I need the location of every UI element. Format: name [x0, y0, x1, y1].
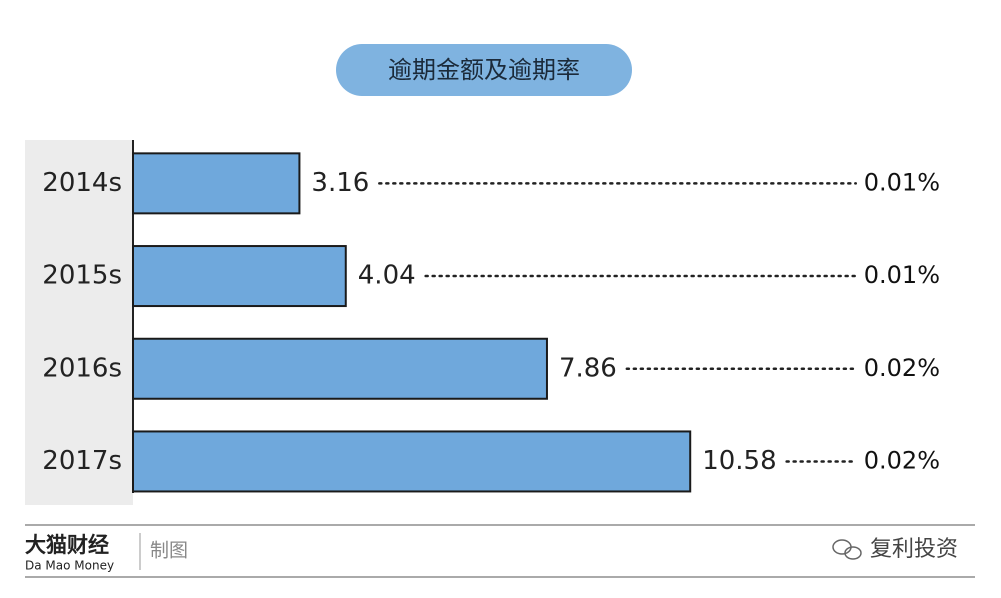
rate-label: 0.01% [864, 168, 940, 196]
y-tick-label: 2017s [42, 446, 122, 476]
value-label: 4.04 [358, 261, 416, 291]
bar [132, 245, 347, 308]
title-pill [336, 44, 632, 96]
bar [132, 337, 548, 400]
y-tick-label: 2015s [42, 261, 122, 291]
bar [132, 152, 301, 215]
rate-label: 0.02% [864, 446, 940, 474]
bar [132, 430, 692, 493]
brand: 大猫财经 [25, 533, 109, 557]
value-label: 7.86 [559, 353, 617, 383]
value-label: 10.58 [702, 446, 776, 476]
category-panel [25, 140, 133, 505]
brand-en: Da Mao Money [25, 559, 114, 573]
chart-title: 逾期金额及逾期率 [388, 56, 580, 84]
source: 复利投资 [870, 537, 958, 562]
y-tick-label: 2014s [42, 168, 122, 198]
value-label: 3.16 [311, 168, 369, 198]
y-tick-label: 2016s [42, 353, 122, 383]
rate-label: 0.01% [864, 261, 940, 289]
footer-note: 制图 [150, 540, 188, 562]
wechat-icon [832, 539, 862, 560]
rate-label: 0.02% [864, 354, 940, 382]
